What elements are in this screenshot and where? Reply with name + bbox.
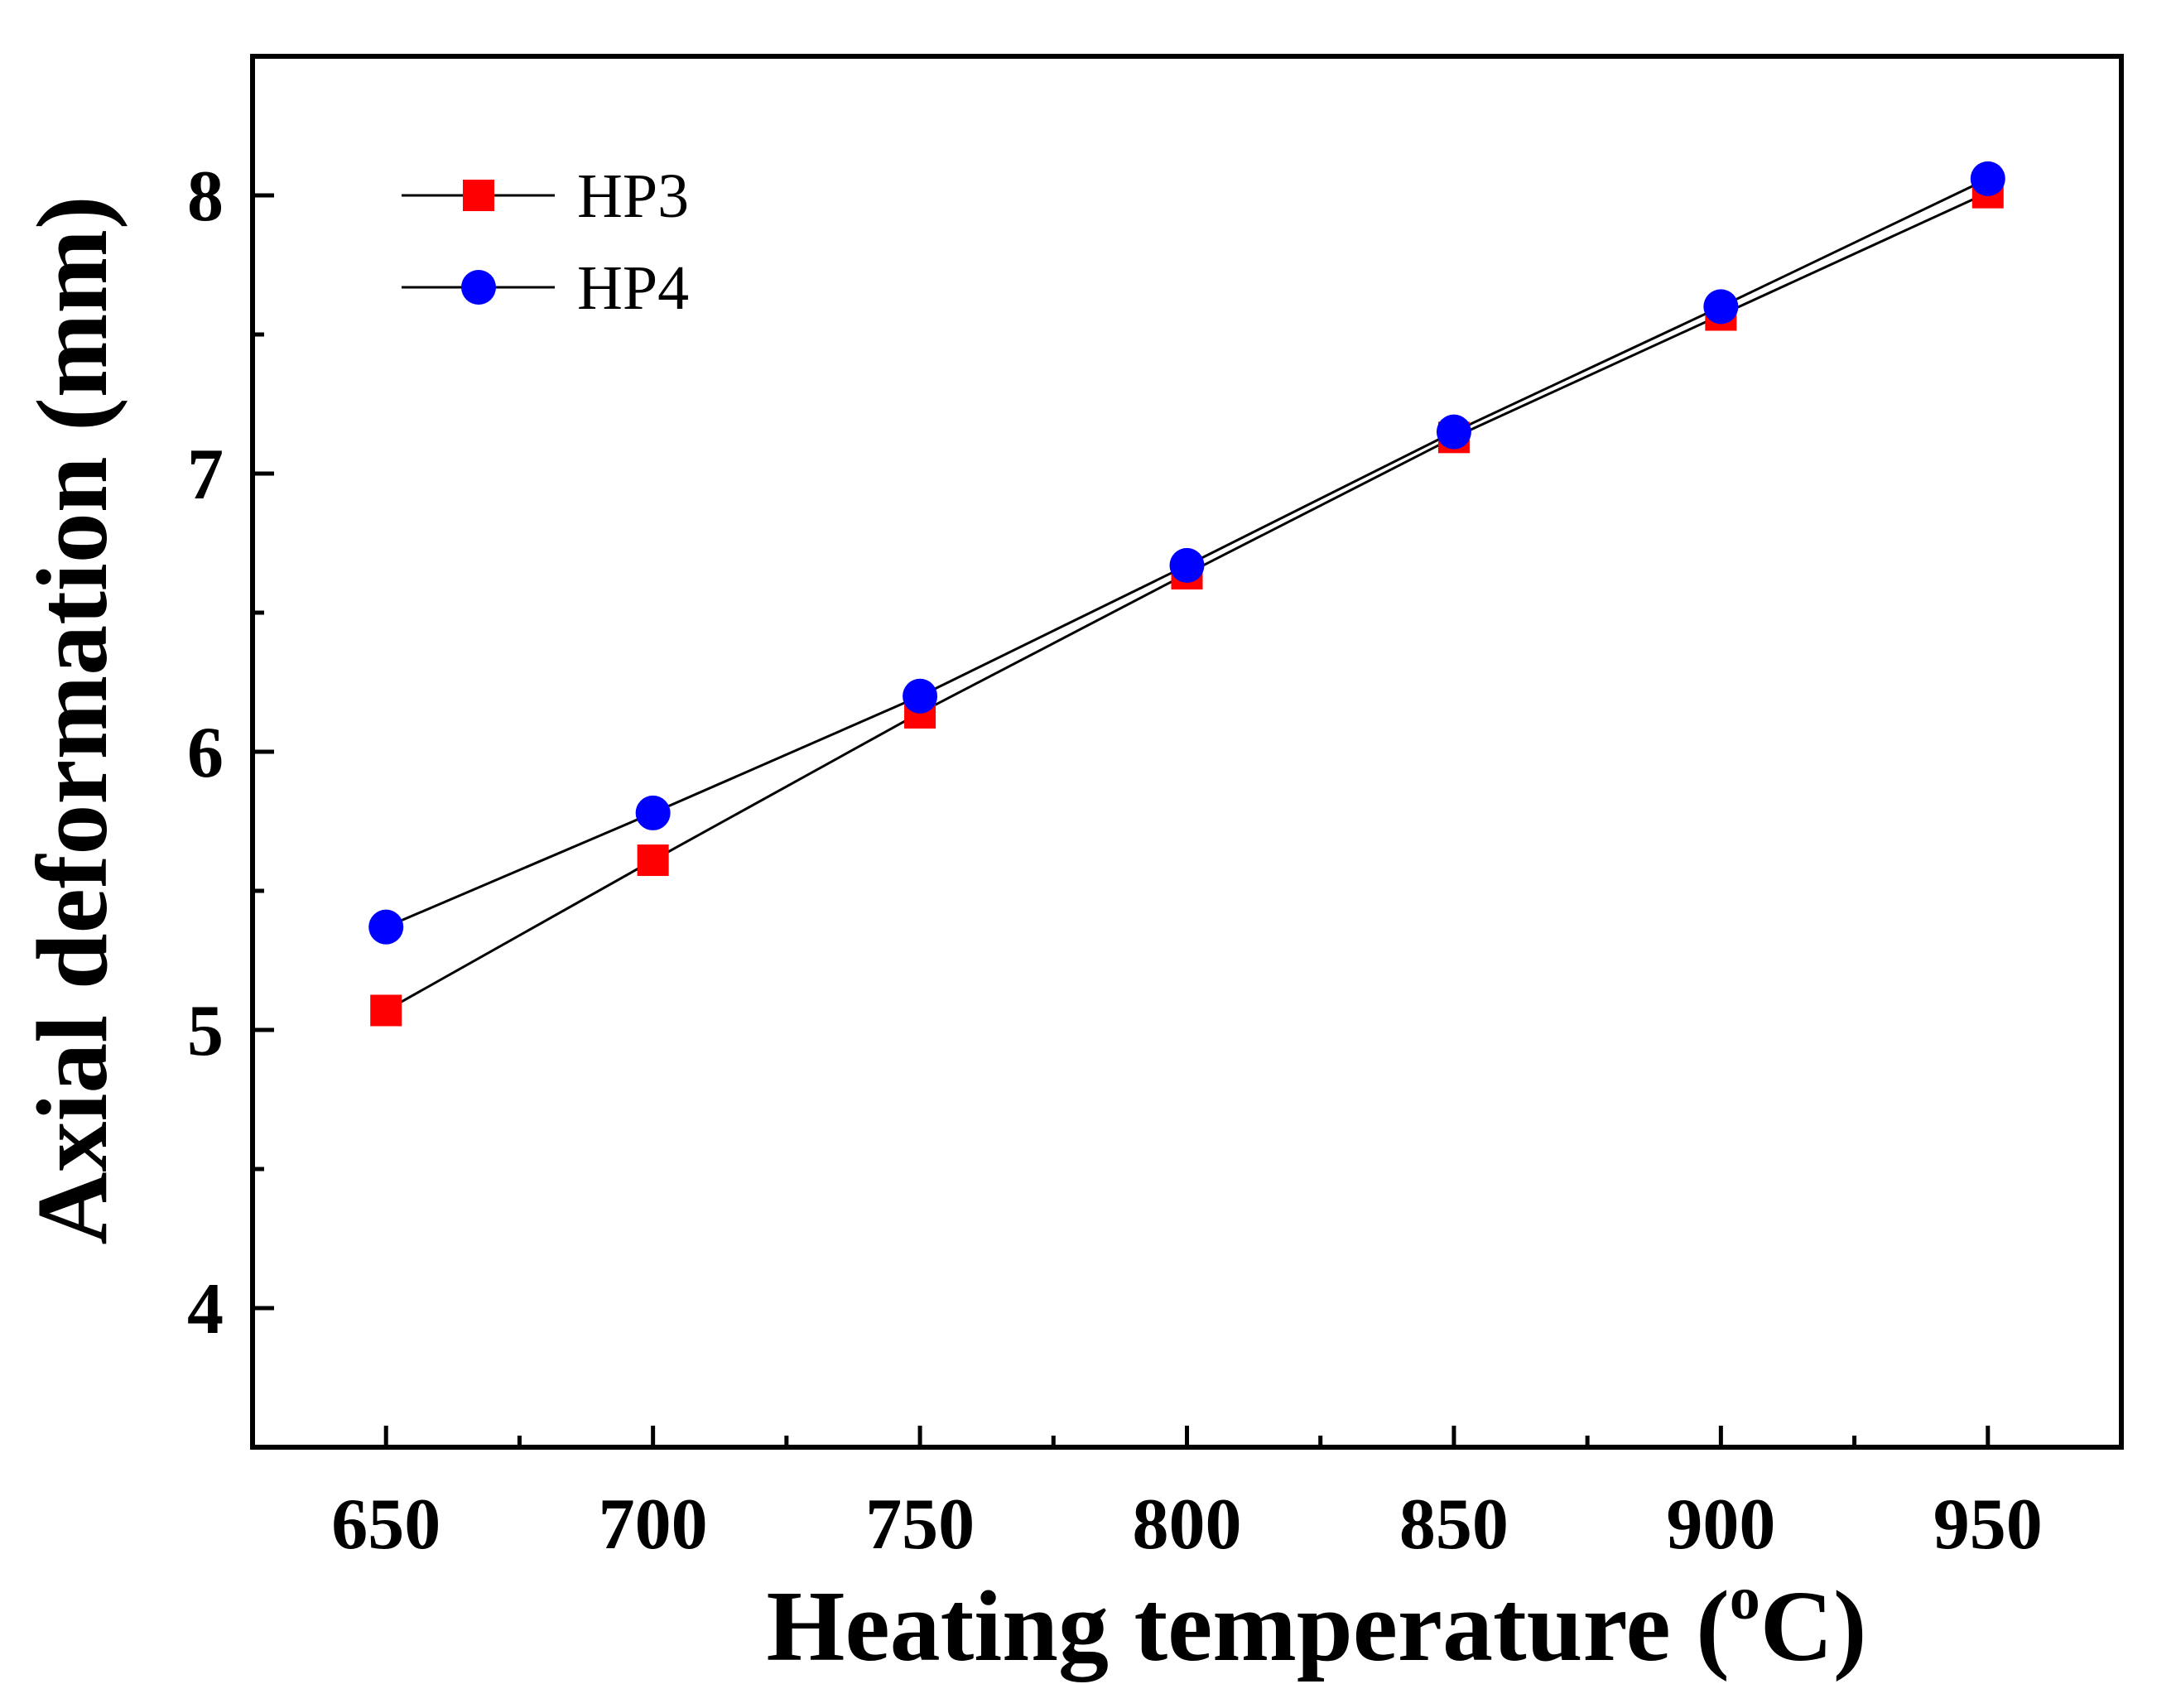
plot-frame <box>250 54 2124 1450</box>
y-tick-label: 7 <box>187 435 224 515</box>
x-tick-label: 800 <box>1133 1484 1242 1565</box>
hp3-point <box>637 844 669 877</box>
y-tick-label: 8 <box>187 156 224 237</box>
y-tick-label: 4 <box>187 1269 224 1350</box>
x-tick-label: 950 <box>1933 1484 2043 1565</box>
x-axis-title-text: Heating temperature ( <box>767 1571 1730 1682</box>
series-layer <box>368 161 2005 1027</box>
hp4-point <box>1970 161 2005 196</box>
hp4-point <box>1436 414 1471 450</box>
hp4-point <box>903 678 938 714</box>
legend-hp4-label: HP4 <box>577 253 689 323</box>
plot-area <box>250 54 2124 1450</box>
hp4-point <box>1703 289 1739 325</box>
y-axis-title: Axial deformation (mm) <box>17 195 128 1244</box>
x-tick-label: 750 <box>865 1484 975 1565</box>
x-tick-label: 900 <box>1666 1484 1775 1565</box>
legend-hp3-label: HP3 <box>577 161 689 231</box>
hp4-point <box>635 795 671 830</box>
legend-hp4-marker <box>461 270 496 305</box>
y-tick-label: 6 <box>187 713 224 793</box>
y-tick-label: 5 <box>187 991 224 1071</box>
legend-hp3-marker <box>463 180 494 211</box>
x-tick-label: 850 <box>1399 1484 1509 1565</box>
x-axis-title-degree: o <box>1730 1565 1760 1633</box>
x-tick-label: 700 <box>599 1484 708 1565</box>
x-axis-title-unit: C) <box>1760 1571 1867 1682</box>
hp3-point <box>370 994 402 1027</box>
x-axis-title: Heating temperature (oC) <box>767 1565 1867 1682</box>
axis-ticks: 650 700 750 800 850 900 950 4 5 6 7 8 <box>187 156 2043 1565</box>
hp4-point <box>368 909 404 945</box>
x-tick-label: 650 <box>331 1484 440 1565</box>
hp4-point <box>1169 547 1205 583</box>
